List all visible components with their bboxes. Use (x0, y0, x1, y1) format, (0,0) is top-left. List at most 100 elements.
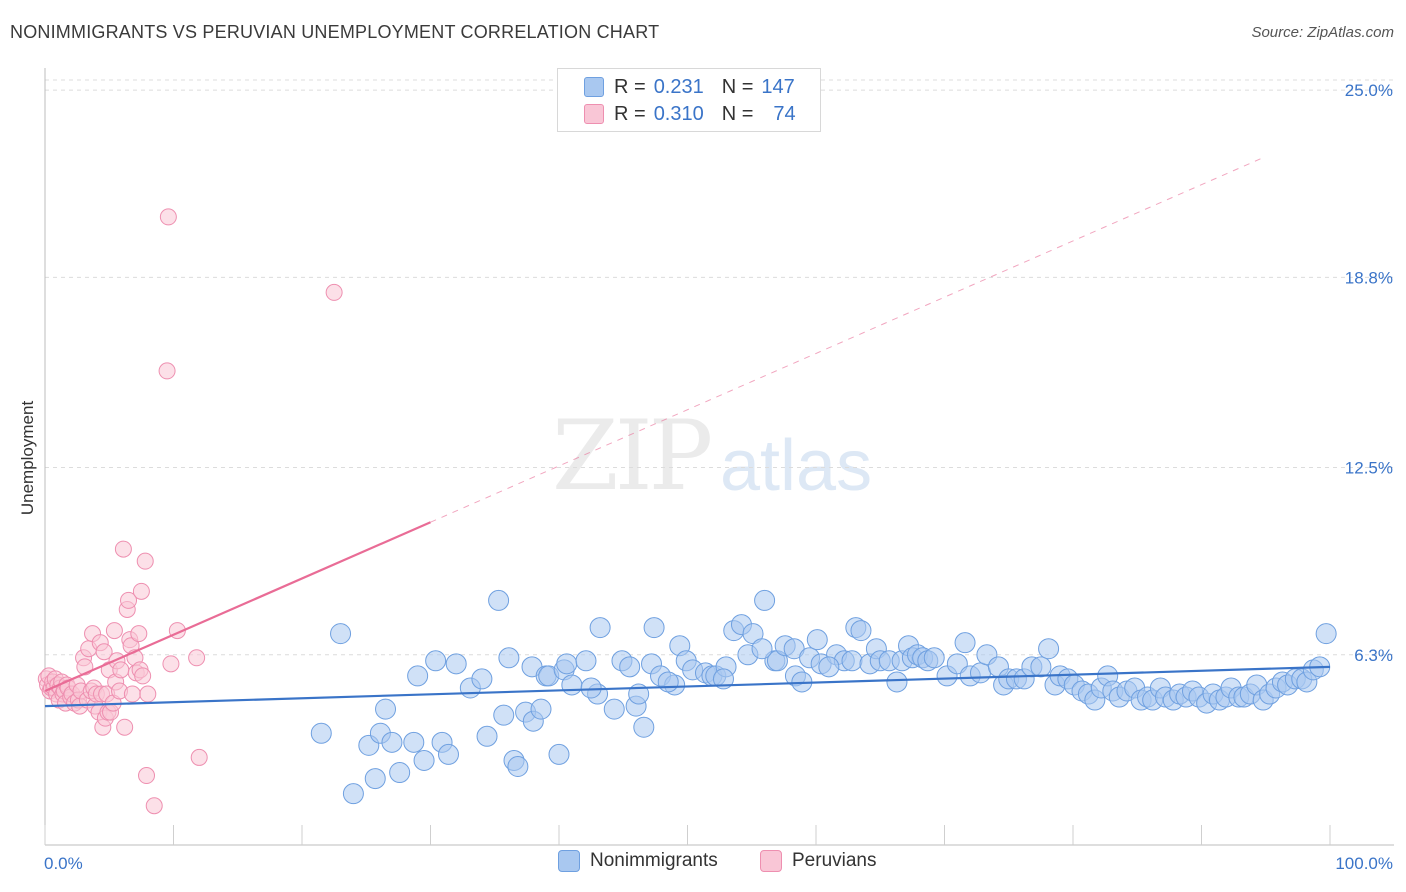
point-nonimmigrants (1315, 623, 1337, 645)
x-tick-label: 100.0% (1335, 854, 1393, 873)
point-nonimmigrants (407, 665, 429, 687)
legend-row-peruvians: R = 0.310 N = 74 (584, 102, 796, 126)
legend-label: Nonimmigrants (590, 850, 718, 871)
point-nonimmigrants (476, 725, 498, 747)
point-peruvians (130, 625, 148, 643)
point-nonimmigrants (498, 647, 520, 669)
trend-line-peruvians (44, 521, 431, 693)
chart-title: NONIMMIGRANTS VS PERUVIAN UNEMPLOYMENT C… (10, 22, 660, 42)
point-peruvians (112, 661, 130, 679)
point-peruvians (188, 649, 206, 667)
point-peruvians (162, 655, 180, 673)
point-peruvians (105, 622, 123, 640)
point-peruvians (134, 667, 152, 685)
point-nonimmigrants (381, 731, 403, 753)
legend-r-value: 0.231 (653, 75, 704, 98)
legend-r-label: R = (614, 102, 646, 125)
legend-item-peruvians[interactable]: Peruvians (760, 850, 877, 872)
point-nonimmigrants (589, 617, 611, 639)
point-nonimmigrants (437, 743, 459, 765)
y-tick-label: 6.3% (1354, 646, 1393, 665)
point-peruvians (190, 748, 208, 766)
correlation-legend: R = 0.231 N = 147 R = 0.310 N = 74 (557, 68, 821, 132)
point-nonimmigrants (403, 731, 425, 753)
point-nonimmigrants (389, 762, 411, 784)
legend-label: Peruvians (792, 850, 877, 871)
point-peruvians (325, 283, 343, 301)
y-tick-label: 25.0% (1345, 81, 1393, 100)
point-nonimmigrants (530, 698, 552, 720)
point-nonimmigrants (633, 716, 655, 738)
legend-n-value: 147 (761, 75, 795, 98)
point-peruvians (159, 208, 177, 226)
point-nonimmigrants (342, 783, 364, 805)
point-nonimmigrants (783, 638, 805, 660)
trend-line-peruvians-extension (430, 156, 1266, 523)
point-nonimmigrants (1038, 638, 1060, 660)
point-peruvians (120, 591, 138, 609)
legend-r-value: 0.310 (653, 102, 704, 125)
point-nonimmigrants (413, 749, 435, 771)
watermark-zip: ZIP (552, 400, 713, 512)
point-peruvians (145, 797, 163, 815)
point-nonimmigrants (946, 653, 968, 675)
point-nonimmigrants (657, 671, 679, 693)
point-nonimmigrants (712, 668, 734, 690)
point-peruvians (116, 718, 134, 736)
point-nonimmigrants (969, 662, 991, 684)
point-nonimmigrants (850, 620, 872, 642)
point-peruvians (138, 767, 156, 785)
point-nonimmigrants (561, 674, 583, 696)
point-nonimmigrants (841, 650, 863, 672)
legend-swatch-pink (584, 104, 604, 124)
point-peruvians (136, 552, 154, 570)
point-nonimmigrants (603, 698, 625, 720)
point-nonimmigrants (575, 650, 597, 672)
point-peruvians (158, 362, 176, 380)
series-legend: Nonimmigrants Peruvians (0, 850, 1406, 878)
y-tick-label: 18.8% (1345, 268, 1393, 287)
trend-line-nonimmigrants (44, 665, 1331, 708)
point-nonimmigrants (471, 668, 493, 690)
point-peruvians (132, 582, 150, 600)
x-tick-label: 0.0% (44, 854, 83, 873)
legend-n-label: N = (721, 102, 754, 125)
legend-n-value: 74 (773, 102, 796, 125)
point-nonimmigrants (643, 617, 665, 639)
point-nonimmigrants (954, 632, 976, 654)
legend-swatch-pink (760, 850, 782, 872)
legend-item-nonimmigrants[interactable]: Nonimmigrants (558, 850, 718, 872)
point-nonimmigrants (580, 677, 602, 699)
point-nonimmigrants (507, 755, 529, 777)
point-nonimmigrants (445, 653, 467, 675)
point-nonimmigrants (375, 698, 397, 720)
y-tick-label: 12.5% (1345, 459, 1393, 478)
point-peruvians (123, 685, 141, 703)
point-peruvians (95, 643, 113, 661)
legend-swatch-blue (584, 77, 604, 97)
watermark-atlas: atlas (720, 426, 873, 506)
point-peruvians (139, 685, 157, 703)
legend-r-label: R = (614, 75, 646, 98)
point-nonimmigrants (923, 647, 945, 669)
point-nonimmigrants (548, 743, 570, 765)
point-nonimmigrants (425, 650, 447, 672)
point-nonimmigrants (818, 656, 840, 678)
point-nonimmigrants (364, 768, 386, 790)
point-nonimmigrants (751, 638, 773, 660)
point-nonimmigrants (556, 653, 578, 675)
legend-swatch-blue (558, 850, 580, 872)
point-nonimmigrants (330, 623, 352, 645)
source-label: Source: ZipAtlas.com (1251, 24, 1394, 41)
point-nonimmigrants (1030, 656, 1052, 678)
legend-n-label: N = (721, 75, 754, 98)
point-nonimmigrants (493, 704, 515, 726)
legend-row-nonimmigrants: R = 0.231 N = 147 (584, 75, 795, 99)
point-peruvians (114, 540, 132, 558)
y-axis-label: Unemployment (18, 401, 37, 516)
point-nonimmigrants (754, 589, 776, 611)
point-nonimmigrants (886, 671, 908, 693)
point-nonimmigrants (310, 722, 332, 744)
point-nonimmigrants (806, 629, 828, 651)
